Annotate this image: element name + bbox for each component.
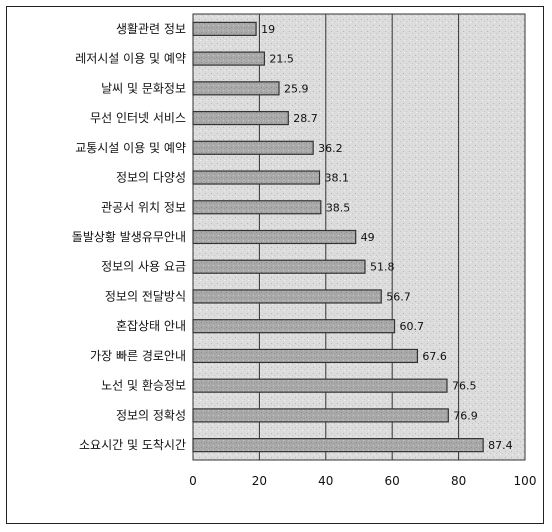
x-axis-ticks: 0 20 40 60 80 100	[189, 474, 536, 488]
category-label: 가장 빠른 경로안내	[90, 349, 186, 363]
bar-4	[192, 140, 314, 155]
category-label: 정보의 사용 요금	[101, 260, 186, 274]
bar-14	[192, 438, 484, 453]
bar-12	[192, 378, 448, 393]
category-label: 정보의 다양성	[116, 171, 186, 185]
value-label: 28.7	[293, 112, 318, 125]
x-tick-label: 0	[189, 474, 197, 488]
value-label: 60.7	[400, 320, 425, 333]
value-label: 36.2	[318, 142, 343, 155]
bar-0	[192, 21, 257, 36]
x-tick-label: 100	[514, 474, 537, 488]
bar-2	[192, 81, 280, 96]
value-label: 56.7	[386, 290, 411, 303]
value-label: 25.9	[284, 82, 309, 95]
value-label: 76.9	[453, 409, 478, 422]
value-label: 21.5	[269, 53, 294, 66]
value-label: 38.1	[324, 172, 349, 185]
bar-7	[192, 229, 357, 245]
value-label: 51.8	[370, 261, 395, 274]
category-label: 돌발상황 발생유무안내	[72, 230, 186, 244]
bar-9	[192, 289, 382, 304]
category-label: 정보의 정확성	[116, 408, 186, 422]
category-label: 노선 및 환승정보	[101, 379, 186, 393]
value-label: 67.6	[422, 350, 447, 363]
value-label: 49	[361, 231, 375, 244]
value-label: 76.5	[452, 380, 477, 393]
bar-8	[192, 259, 366, 274]
bar-11	[192, 348, 419, 364]
x-tick-label: 20	[252, 474, 267, 488]
category-label: 생활관련 정보	[116, 22, 186, 36]
category-label: 레저시설 이용 및 예약	[75, 51, 186, 66]
bar-5	[192, 170, 321, 185]
value-label: 87.4	[488, 439, 512, 452]
bar-10	[192, 319, 396, 334]
value-label: 38.5	[326, 201, 351, 214]
bar-6	[192, 200, 322, 215]
category-label: 교통시설 이용 및 예약	[75, 140, 186, 155]
x-tick-label: 40	[318, 474, 333, 488]
x-tick-label: 60	[385, 474, 400, 488]
category-label: 날씨 및 문화정보	[101, 81, 186, 95]
category-label: 혼잡상태 안내	[116, 319, 186, 333]
bar-3	[192, 110, 289, 126]
value-labels: 19 21.5 25.9 28.7 36.2 38.1 38.5 49 51.8 56.7 60.7…	[261, 23, 513, 452]
bar-13	[192, 408, 449, 423]
bars	[192, 21, 484, 453]
category-label: 관공서 위치 정보	[101, 200, 186, 214]
value-label: 19	[261, 23, 275, 36]
bar-1	[192, 51, 265, 66]
category-label: 정보의 전달방식	[105, 289, 186, 303]
category-label: 무선 인터넷 서비스	[90, 111, 186, 125]
x-tick-label: 80	[451, 474, 466, 488]
category-label: 소요시간 및 도착시간	[79, 438, 186, 452]
